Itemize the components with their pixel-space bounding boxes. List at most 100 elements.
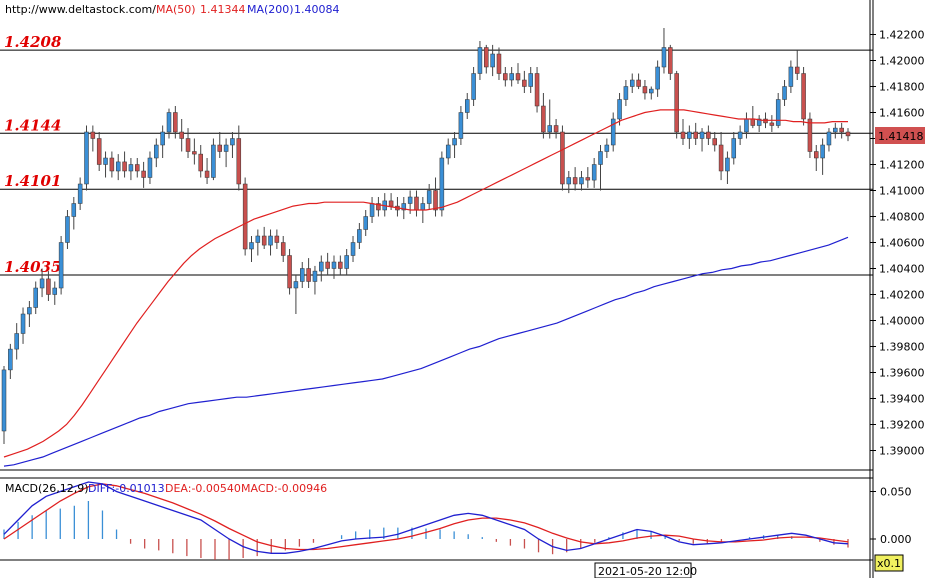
candle-body <box>794 66 800 74</box>
candle-body <box>756 118 762 126</box>
level-label: 1.4035 <box>4 258 61 276</box>
candle-body <box>515 73 521 81</box>
ma50-value: 1.41344 <box>200 3 246 16</box>
ma200-line <box>3 236 849 467</box>
price-tick-label: 1.40600 <box>879 237 925 250</box>
price-tick-label: 1.39400 <box>879 393 925 406</box>
candle-body <box>769 122 775 126</box>
candle-body <box>173 112 178 133</box>
candle-body <box>687 131 692 139</box>
price-tick-label: 1.41000 <box>879 185 925 198</box>
candle-body <box>223 144 229 152</box>
candle-body <box>90 131 96 139</box>
candle-body <box>198 153 203 172</box>
candle-body <box>211 144 216 178</box>
dea-line <box>3 483 849 551</box>
candle-body <box>331 261 337 269</box>
candle-body <box>528 73 533 87</box>
candle-body <box>629 79 635 87</box>
candle-body <box>287 255 292 289</box>
candle-body <box>369 203 375 217</box>
time-label: 2021-05-20 12:00 <box>598 565 697 578</box>
level-label: 1.4208 <box>4 33 62 51</box>
candle-body <box>115 161 121 172</box>
candle-body <box>58 242 64 289</box>
candle-body <box>1 369 7 432</box>
candle-body <box>407 196 413 204</box>
candle-body <box>439 157 445 211</box>
price-tick-label: 1.41600 <box>879 107 925 120</box>
source-url[interactable]: http://www.deltastock.com/ <box>5 3 156 16</box>
candle-body <box>46 278 51 295</box>
level-label: 1.4144 <box>4 116 61 134</box>
candle-body <box>154 144 159 159</box>
candle-body <box>103 157 108 165</box>
candle-body <box>128 164 134 172</box>
candle-body <box>179 131 184 139</box>
price-axis: 1.422001.420001.418001.416001.414001.412… <box>870 29 925 458</box>
candle-body <box>274 235 280 243</box>
candle-body <box>376 203 381 211</box>
candle-body <box>401 203 407 211</box>
candle-body <box>534 73 540 107</box>
candle-body <box>458 112 464 139</box>
candle-body <box>845 131 851 137</box>
candle-body <box>674 73 679 133</box>
candle-body <box>604 144 610 152</box>
price-tick-label: 1.40800 <box>879 211 925 224</box>
time-label-box <box>594 562 692 578</box>
candle-body <box>706 131 711 139</box>
candle-body <box>96 138 102 165</box>
candle-body <box>566 177 572 185</box>
candle-body <box>414 196 419 211</box>
candle-body <box>839 127 844 133</box>
candle-body <box>699 131 705 139</box>
macd-tick-label: 0.000 <box>880 533 912 546</box>
candle-body <box>598 151 603 165</box>
candle-body <box>490 53 495 68</box>
candle-body <box>718 144 724 172</box>
candle-body <box>426 190 432 204</box>
price-tick-label: 1.39600 <box>879 367 925 380</box>
candle-body <box>249 242 254 250</box>
candle-body <box>750 118 756 126</box>
candle-body <box>338 261 343 269</box>
candle-body <box>833 127 838 133</box>
candle-body <box>782 86 787 100</box>
candle-body <box>230 138 235 146</box>
candle-body <box>591 164 597 181</box>
candle-body <box>623 86 629 100</box>
candle-body <box>39 278 45 289</box>
candle-body <box>122 161 127 172</box>
candle-body <box>388 200 394 207</box>
candle-body <box>477 47 483 74</box>
candle-body <box>160 131 165 146</box>
candle-body <box>661 47 667 68</box>
candle-body <box>445 144 451 159</box>
candle-body <box>312 270 318 282</box>
zoom-label[interactable]: x0.1 <box>877 557 901 570</box>
candle-body <box>509 73 514 81</box>
ma50-label: MA(50) <box>156 3 196 16</box>
price-tick-label: 1.41800 <box>879 81 925 94</box>
candle-body <box>553 125 559 133</box>
price-tick-label: 1.39200 <box>879 419 925 432</box>
candle-body <box>579 177 584 185</box>
candle-body <box>763 118 768 124</box>
zoom-box[interactable] <box>874 554 904 572</box>
candle-body <box>8 348 13 371</box>
candle-body <box>217 144 223 152</box>
candle-body <box>280 242 286 256</box>
candle-body <box>33 287 38 308</box>
candle-body <box>344 255 349 269</box>
candle-body <box>820 144 825 159</box>
price-tick-label: 1.39800 <box>879 341 925 354</box>
candle-body <box>610 118 616 146</box>
candle-body <box>357 229 362 243</box>
ma200-value: 1.40084 <box>294 3 340 16</box>
candle-body <box>693 131 698 139</box>
macd-diff: DIFF:-0.01013 <box>88 482 165 495</box>
candle-body <box>420 203 426 211</box>
